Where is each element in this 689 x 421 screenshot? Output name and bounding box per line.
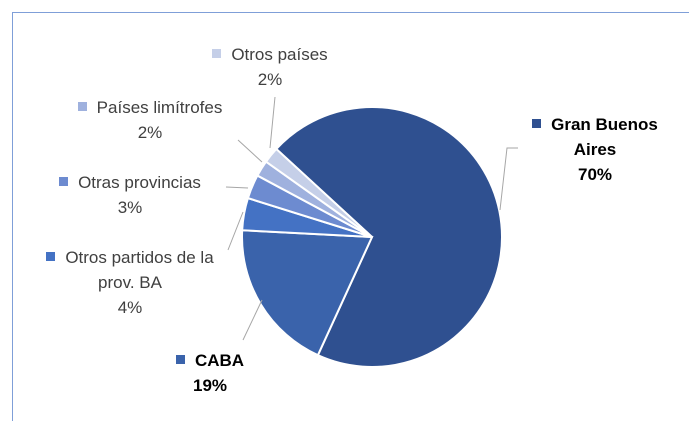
pie-slice — [274, 106, 503, 368]
label-name: Otros países — [185, 42, 355, 67]
data-label: Gran Buenos Aires 70% — [520, 112, 670, 187]
label-name: CABA — [140, 348, 280, 373]
chart-border — [12, 12, 689, 421]
category-label: Otras provincias — [78, 173, 201, 192]
legend-marker — [77, 102, 87, 111]
leader-line — [237, 139, 263, 163]
label-name: Países limítrofes — [30, 95, 270, 120]
value-label: 2% — [257, 70, 283, 89]
leader-line — [225, 186, 249, 189]
legend-marker — [59, 177, 69, 186]
category-label: Otros países — [231, 45, 328, 64]
legend-marker — [175, 355, 185, 364]
data-label: CABA 19% — [140, 348, 280, 398]
category-label: CABA — [194, 351, 245, 370]
category-label: Países limítrofes — [96, 98, 223, 117]
data-label: Países limítrofes 2% — [30, 95, 270, 145]
leader-line — [242, 299, 263, 341]
data-label: Otros partidos de la prov. BA 4% — [30, 245, 230, 320]
label-name: Otras provincias — [20, 170, 240, 195]
label-name: Gran Buenos Aires — [520, 112, 670, 162]
value-label: 2% — [137, 123, 163, 142]
legend-marker — [532, 119, 542, 128]
category-label: Otros partidos de la prov. BA — [65, 248, 214, 292]
pie-slice — [241, 229, 374, 357]
leader-line — [227, 211, 244, 251]
pie-slice — [264, 147, 373, 238]
value-label: 4% — [117, 298, 143, 317]
data-label: Otras provincias 3% — [20, 170, 240, 220]
legend-marker — [46, 252, 56, 261]
label-name: Otros partidos de la prov. BA — [30, 245, 230, 295]
value-label: 70% — [577, 165, 613, 184]
leader-line — [499, 147, 518, 211]
category-label: Gran Buenos Aires — [551, 115, 658, 159]
leader-line — [269, 96, 276, 149]
data-label: Otros países 2% — [185, 42, 355, 92]
value-label: 3% — [117, 198, 143, 217]
legend-marker — [212, 49, 222, 58]
value-label: 19% — [192, 376, 228, 395]
